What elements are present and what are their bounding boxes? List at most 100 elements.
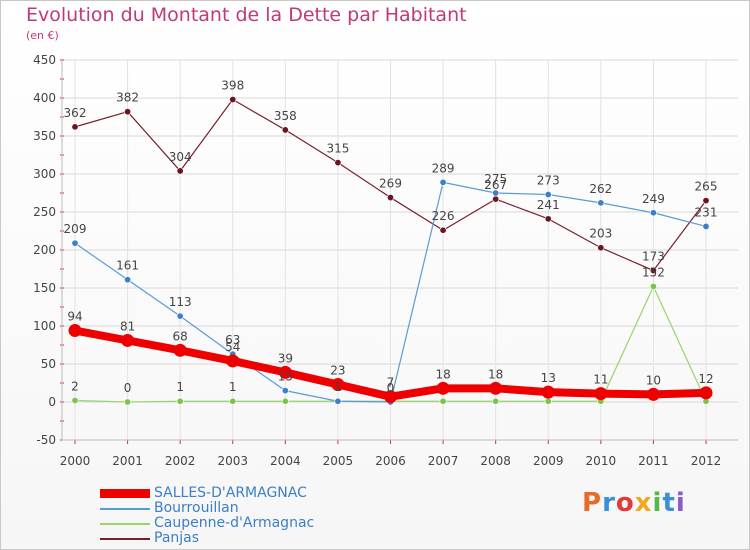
legend: SALLES-D'ARMAGNAC Bourrouillan Caupenne-d'… [100, 486, 314, 546]
data-point-caupenne-d-armagnac [229, 397, 237, 405]
data-point-caupenne-d-armagnac [544, 397, 552, 405]
data-point-salles-d-armagnac [646, 387, 660, 401]
data-point-panjas [176, 167, 184, 175]
data-label-caupenne-d-armagnac: 152 [642, 265, 665, 279]
data-label-panjas: 358 [274, 109, 297, 123]
data-point-panjas [597, 244, 605, 252]
data-label-bourrouillan: 209 [64, 222, 87, 236]
data-label-bourrouillan: 0 [387, 381, 395, 395]
data-point-salles-d-armagnac [436, 381, 450, 395]
legend-swatch [100, 522, 150, 525]
data-label-panjas: 267 [484, 178, 507, 192]
data-point-salles-d-armagnac [489, 381, 503, 395]
data-point-salles-d-armagnac [226, 354, 240, 368]
y-tick-label: 50 [41, 357, 56, 371]
data-label-salles-d-armagnac: 94 [67, 310, 82, 324]
legend-item-bourrouillan: Bourrouillan [100, 501, 314, 516]
data-label-panjas: 173 [642, 250, 665, 264]
data-label-bourrouillan: 289 [432, 161, 455, 175]
x-tick-label: 2007 [428, 454, 459, 468]
data-point-salles-d-armagnac [68, 324, 82, 338]
data-label-panjas: 304 [169, 150, 192, 164]
data-label-salles-d-armagnac: 23 [330, 364, 345, 378]
y-tick-label: 150 [33, 281, 56, 295]
data-label-salles-d-armagnac: 10 [646, 373, 661, 387]
data-label-bourrouillan: 63 [225, 333, 240, 347]
x-tick-label: 2010 [586, 454, 617, 468]
data-label-salles-d-armagnac: 39 [278, 351, 293, 365]
legend-item-salles-d-armagnac: SALLES-D'ARMAGNAC [100, 486, 314, 501]
data-point-salles-d-armagnac [594, 387, 608, 401]
y-tick-label: 250 [33, 205, 56, 219]
legend-swatch [100, 507, 150, 510]
data-label-bourrouillan: 262 [589, 182, 612, 196]
data-label-caupenne-d-armagnac: 1 [176, 380, 184, 394]
data-label-bourrouillan: 1 [334, 380, 342, 394]
data-label-bourrouillan: 231 [695, 205, 718, 219]
x-tick-label: 2008 [480, 454, 511, 468]
data-point-salles-d-armagnac [699, 386, 713, 400]
data-label-salles-d-armagnac: 18 [488, 367, 503, 381]
legend-label: Bourrouillan [154, 500, 239, 516]
data-point-panjas [124, 108, 132, 116]
data-label-caupenne-d-armagnac: 0 [124, 381, 132, 395]
data-label-panjas: 241 [537, 198, 560, 212]
data-label-bourrouillan: 249 [642, 192, 665, 206]
data-point-salles-d-armagnac [541, 385, 555, 399]
data-point-caupenne-d-armagnac [492, 397, 500, 405]
y-tick-label: 450 [33, 53, 56, 67]
chart-title: Evolution du Montant de la Dette par Hab… [26, 4, 467, 26]
y-tick-label: 100 [33, 319, 56, 333]
data-point-panjas [649, 267, 657, 275]
data-label-bourrouillan: 113 [169, 295, 192, 309]
data-label-salles-d-armagnac: 12 [698, 372, 713, 386]
legend-swatch [100, 489, 150, 498]
data-label-panjas: 382 [116, 91, 139, 105]
data-point-bourrouillan [176, 312, 184, 320]
data-point-caupenne-d-armagnac [439, 397, 447, 405]
data-point-bourrouillan [71, 239, 79, 247]
x-tick-label: 2000 [60, 454, 91, 468]
data-label-panjas: 203 [589, 227, 612, 241]
data-point-panjas [334, 159, 342, 167]
legend-item-panjas: Panjas [100, 531, 314, 546]
data-label-caupenne-d-armagnac: 2 [71, 379, 79, 393]
legend-swatch [100, 537, 150, 540]
data-label-salles-d-armagnac: 11 [593, 373, 608, 387]
x-tick-label: 2006 [375, 454, 406, 468]
data-label-bourrouillan: 275 [484, 172, 507, 186]
data-label-salles-d-armagnac: 81 [120, 319, 135, 333]
data-point-panjas [544, 215, 552, 223]
chart-unit: (en €) [26, 29, 59, 42]
y-tick-label: 0 [48, 395, 56, 409]
y-tick-label: 350 [33, 129, 56, 143]
data-point-bourrouillan [439, 178, 447, 186]
data-point-bourrouillan [597, 199, 605, 207]
data-point-panjas [71, 123, 79, 131]
data-label-salles-d-armagnac: 13 [541, 371, 556, 385]
data-point-bourrouillan [124, 276, 132, 284]
data-point-panjas [439, 226, 447, 234]
data-label-salles-d-armagnac: 18 [435, 367, 450, 381]
data-point-salles-d-armagnac [173, 343, 187, 357]
data-point-salles-d-armagnac [121, 333, 135, 347]
data-point-salles-d-armagnac [331, 378, 345, 392]
x-tick-label: 2004 [270, 454, 301, 468]
data-label-salles-d-armagnac: 54 [225, 340, 240, 354]
x-tick-label: 2001 [112, 454, 143, 468]
data-point-panjas [492, 195, 500, 203]
data-label-panjas: 398 [221, 79, 244, 93]
data-label-panjas: 265 [695, 180, 718, 194]
y-tick-label: 400 [33, 91, 56, 105]
data-point-caupenne-d-armagnac [649, 282, 657, 290]
x-tick-label: 2005 [323, 454, 354, 468]
x-tick-label: 2011 [638, 454, 669, 468]
legend-label: SALLES-D'ARMAGNAC [154, 485, 307, 501]
legend-item-caupenne-d-armagnac: Caupenne-d'Armagnac [100, 516, 314, 531]
data-point-bourrouillan [281, 387, 289, 395]
x-tick-label: 2012 [691, 454, 722, 468]
legend-label: Panjas [154, 530, 200, 546]
